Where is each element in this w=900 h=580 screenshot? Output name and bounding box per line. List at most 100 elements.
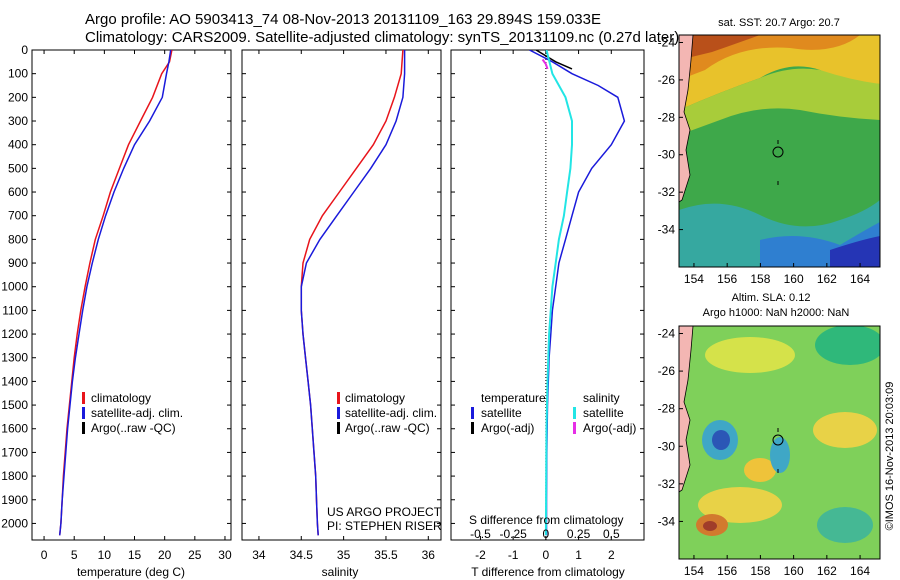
legend-t-argo-label: Argo(-adj) xyxy=(481,421,534,435)
y-tick-label: 700 xyxy=(8,209,28,223)
map-y-tick-label: -34 xyxy=(658,514,676,528)
sla-cold-eddy-core xyxy=(712,430,730,450)
difference-legend: temperature salinity satellite Argo(-adj… xyxy=(471,391,636,435)
s-tick-label: -0.25 xyxy=(499,527,527,541)
x-tick-label: 10 xyxy=(98,548,112,562)
sst-argo-marker xyxy=(772,146,784,158)
legend-climatology-label: climatology xyxy=(345,391,405,405)
map-x-tick-label: 164 xyxy=(850,564,870,578)
legend-argo-label: Argo(..raw -QC) xyxy=(91,421,176,435)
y-tick-label: 1800 xyxy=(1,469,28,483)
map-y-tick-label: -30 xyxy=(658,148,676,162)
s-tick-label: 0.5 xyxy=(603,527,620,541)
map-y-tick-label: -32 xyxy=(658,185,676,199)
y-tick-label: 800 xyxy=(8,232,28,246)
y-tick-label: 200 xyxy=(8,90,28,104)
x-tick-label: 25 xyxy=(188,548,202,562)
t-difference-xlabel: T difference from climatology xyxy=(471,565,625,579)
map-y-tick-label: -26 xyxy=(658,73,676,87)
y-tick-label: 1300 xyxy=(1,351,28,365)
salinity-legend: climatology satellite-adj. clim. Argo(..… xyxy=(337,391,437,435)
map-y-tick-label: -28 xyxy=(658,402,676,416)
sla-south-high xyxy=(698,487,782,523)
legend-s-argo-swatch xyxy=(573,422,576,434)
sla-map-subtitle: Argo h1000: NaN h2000: NaN xyxy=(703,307,850,319)
series-line-satellite-adj-clim- xyxy=(300,50,406,536)
sst-map-panel: sat. SST: 20.7 Argo: 20.7 154 156 158 160 16… xyxy=(658,17,881,286)
legend-t-argo-swatch xyxy=(471,422,474,434)
legend-s-satellite-swatch xyxy=(573,407,576,419)
map-x-tick-label: 156 xyxy=(717,564,737,578)
x-tick-label: 34.5 xyxy=(290,548,314,562)
legend-temperature-title: temperature xyxy=(481,391,546,405)
map-x-tick-label: 160 xyxy=(784,564,804,578)
x-tick-label: 35.5 xyxy=(374,548,398,562)
y-tick-label: 400 xyxy=(8,138,28,152)
temperature-axes-frame xyxy=(31,49,232,541)
y-tick-label: 1500 xyxy=(1,398,28,412)
sla-high-anomaly xyxy=(705,337,795,373)
difference-axes-frame xyxy=(450,49,645,541)
title-line-1: Argo profile: AO 5903413_74 08-Nov-2013 … xyxy=(85,11,601,28)
legend-s-argo-label: Argo(-adj) xyxy=(583,421,636,435)
project-annotation: US ARGO PROJECT xyxy=(327,505,442,519)
legend-satellite-swatch xyxy=(337,407,340,419)
y-tick-label: 300 xyxy=(8,114,28,128)
imos-watermark: ©IMOS 16-Nov-2013 20:03:09 xyxy=(884,382,896,531)
x-tick-label: 20 xyxy=(158,548,172,562)
x-tick-label: 30 xyxy=(218,548,232,562)
x-tick-label: 0 xyxy=(543,548,550,562)
x-tick-label: -1 xyxy=(508,548,519,562)
legend-climatology-swatch xyxy=(82,392,85,404)
y-tick-label: 500 xyxy=(8,161,28,175)
x-tick-label: 2 xyxy=(608,548,615,562)
legend-climatology-swatch xyxy=(337,392,340,404)
x-tick-label: 5 xyxy=(71,548,78,562)
map-y-tick-label: -34 xyxy=(658,223,676,237)
pi-annotation: PI: STEPHEN RISER xyxy=(327,519,442,533)
series-line-satellite-adj-clim- xyxy=(58,50,172,536)
y-tick-label: 600 xyxy=(8,185,28,199)
y-tick-label: 1400 xyxy=(1,374,28,388)
sla-map-frame xyxy=(678,325,881,560)
map-x-tick-label: 160 xyxy=(784,272,804,286)
y-tick-label: 1000 xyxy=(1,280,28,294)
legend-argo-swatch xyxy=(337,422,340,434)
s-difference-label: S difference from climatology xyxy=(469,513,624,527)
series-line-temperature-argo-adj- xyxy=(535,50,573,70)
map-x-tick-label: 162 xyxy=(817,272,837,286)
map-x-tick-label: 158 xyxy=(750,564,770,578)
series-line-salinity-argo-adj- xyxy=(541,58,549,70)
sst-coldest-band xyxy=(830,236,880,267)
map-y-tick-label: -24 xyxy=(658,35,676,49)
map-x-tick-label: 164 xyxy=(850,272,870,286)
y-tick-label: 900 xyxy=(8,256,28,270)
map-x-tick-label: 162 xyxy=(817,564,837,578)
map-y-tick-label: -28 xyxy=(658,110,676,124)
legend-satellite-swatch xyxy=(82,407,85,419)
s-tick-label: -0.5 xyxy=(470,527,491,541)
temperature-legend: climatology satellite-adj. clim. Argo(..… xyxy=(82,391,183,435)
y-tick-label: 1700 xyxy=(1,445,28,459)
temperature-panel: 0100200300400500600700800900100011001200… xyxy=(1,43,232,579)
y-tick-label: 2000 xyxy=(1,516,28,530)
legend-s-satellite-label: satellite xyxy=(583,406,624,420)
y-tick-label: 1200 xyxy=(1,327,28,341)
x-tick-label: 34 xyxy=(252,548,266,562)
legend-argo-swatch xyxy=(82,422,85,434)
x-tick-label: 1 xyxy=(575,548,582,562)
y-tick-label: 1100 xyxy=(2,303,28,317)
salinity-xlabel: salinity xyxy=(322,565,359,579)
sst-coast-land xyxy=(679,35,694,203)
sst-map-frame xyxy=(678,34,881,268)
y-tick-label: 1900 xyxy=(1,493,28,507)
sla-low-anomaly xyxy=(815,326,880,365)
map-x-tick-label: 154 xyxy=(684,272,704,286)
map-y-tick-label: -30 xyxy=(658,439,676,453)
map-y-tick-label: -26 xyxy=(658,364,676,378)
salinity-axes-frame xyxy=(241,49,442,541)
sla-narrow-low xyxy=(770,437,790,473)
sst-map-title: sat. SST: 20.7 Argo: 20.7 xyxy=(718,17,840,29)
s-tick-label: 0.25 xyxy=(567,527,591,541)
